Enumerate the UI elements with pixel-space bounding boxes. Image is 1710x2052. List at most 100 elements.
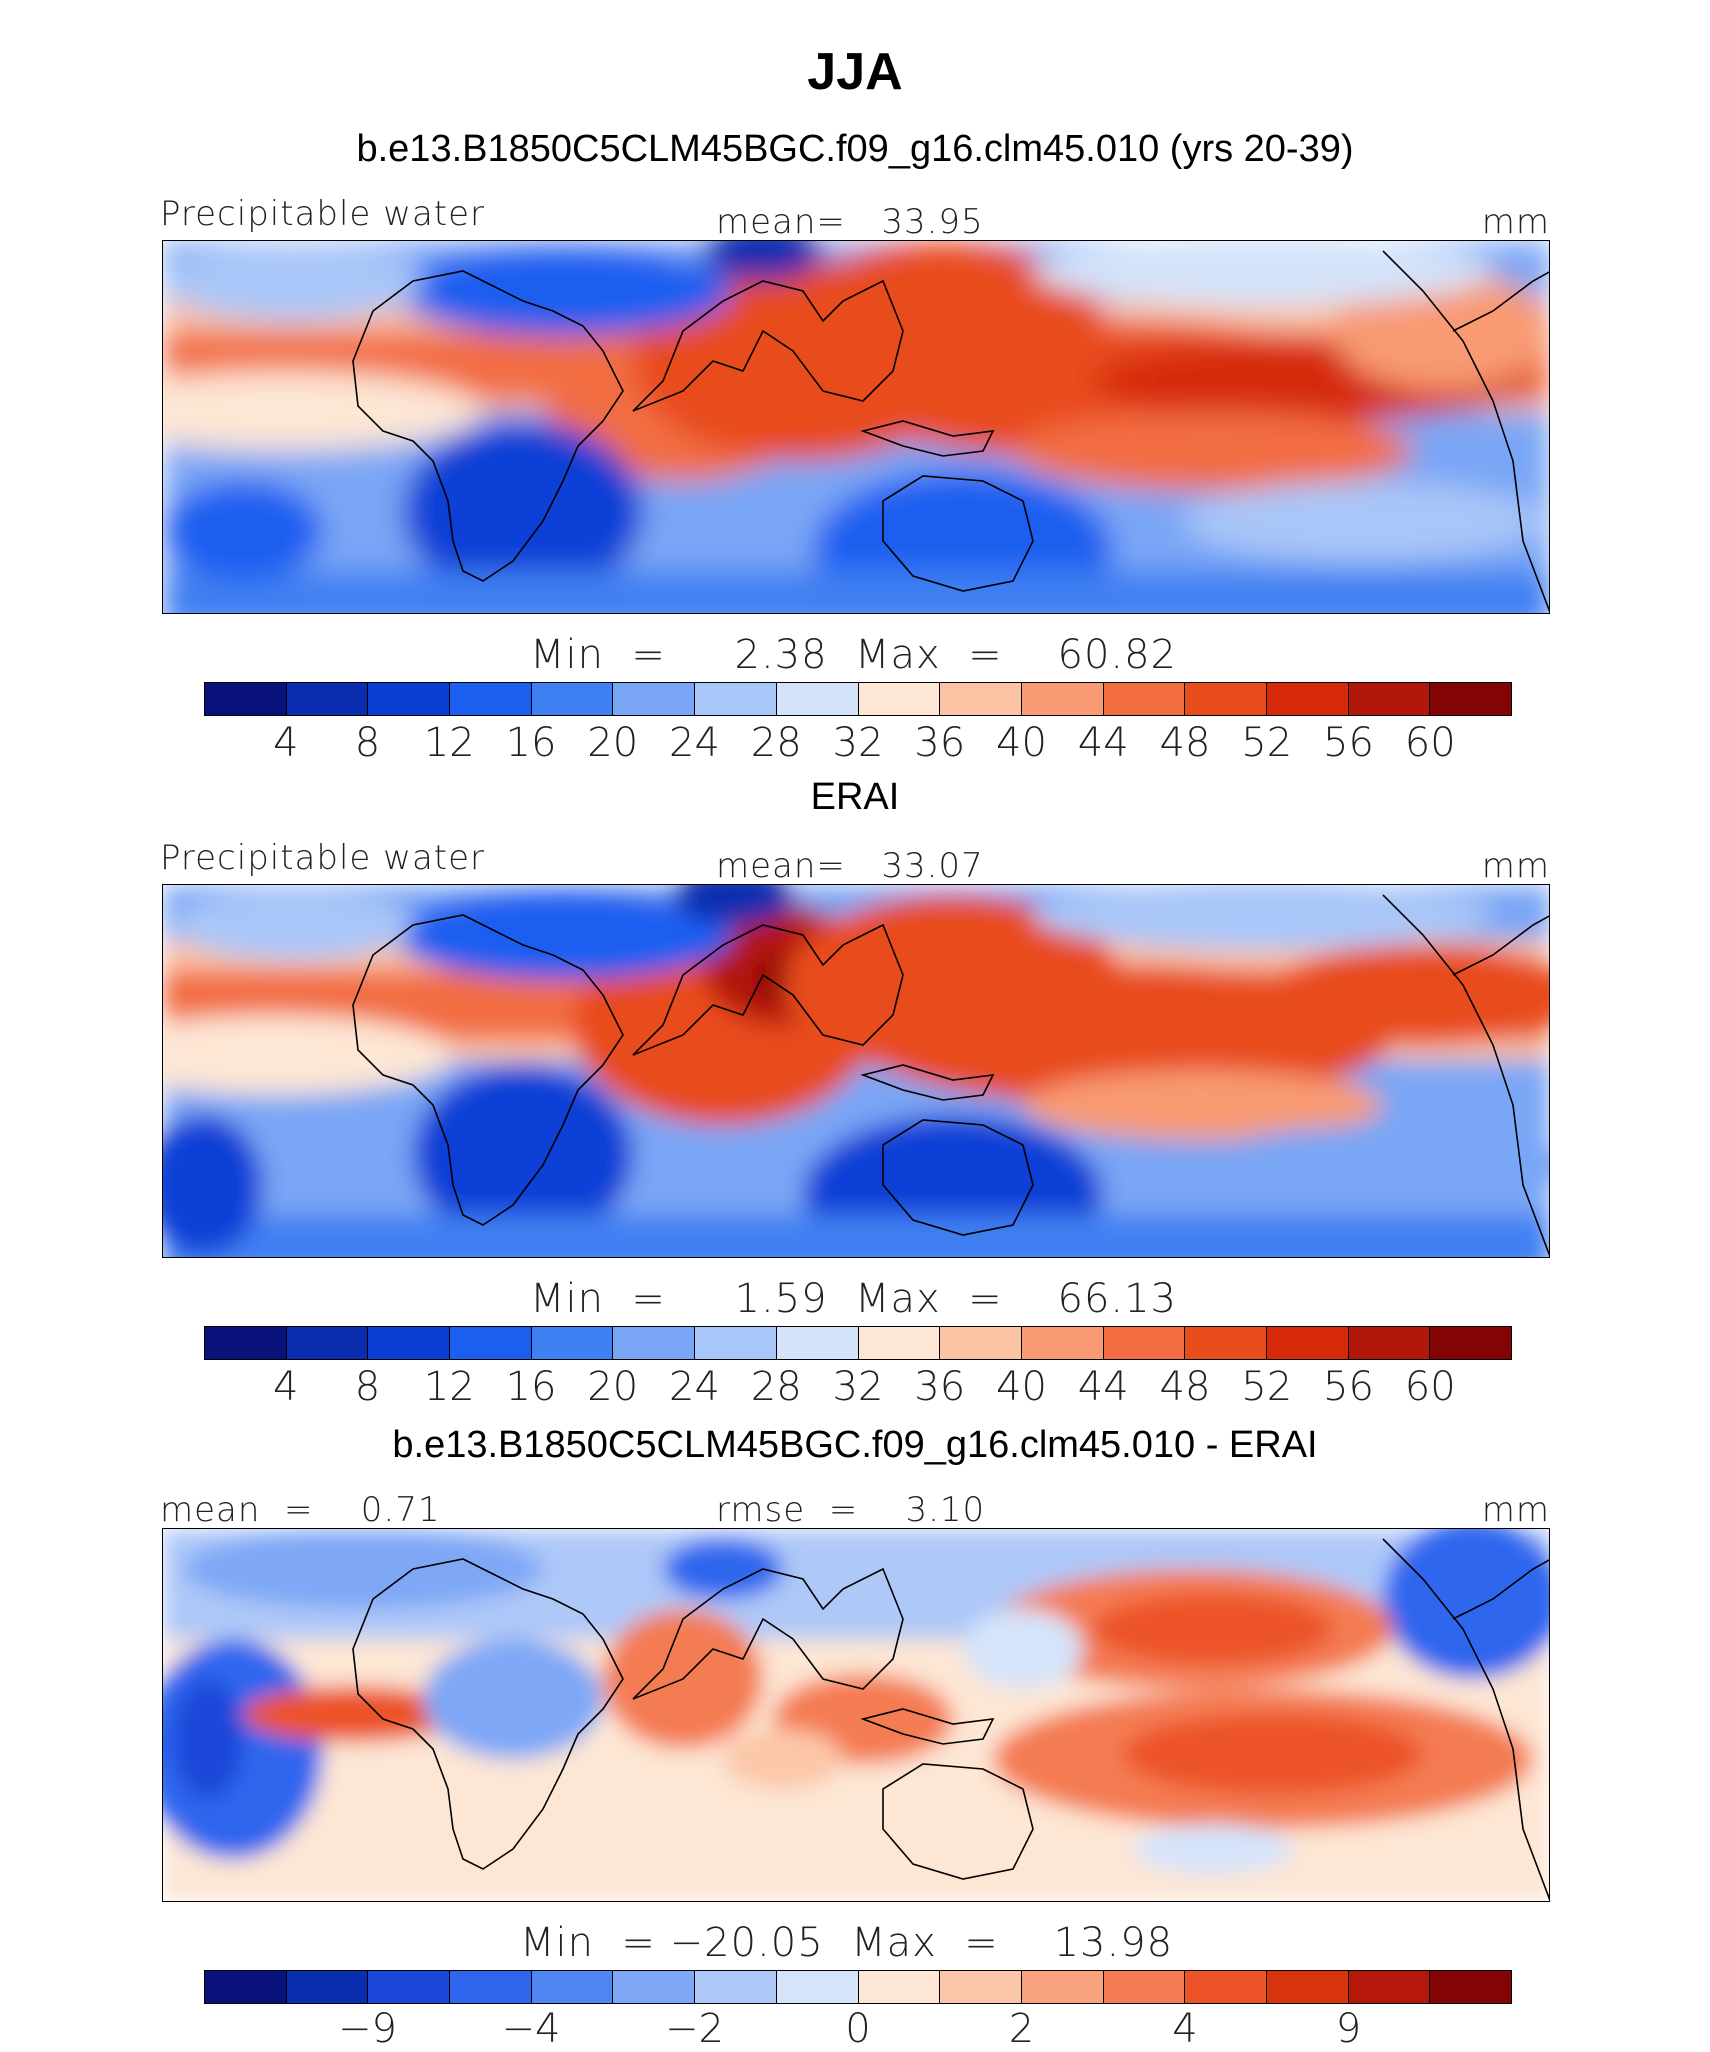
colorbar-swatch [1348,1971,1431,2003]
panel-2-case-title: ERAI [810,776,900,818]
colorbar-swatch [858,683,941,715]
colorbar-tick-label: 9 [1335,2006,1362,2052]
colorbar-swatch [1103,683,1186,715]
colorbar-tick-label: 52 [1241,1364,1293,1410]
colorbar-tick-label: 4 [273,720,299,766]
colorbar-swatch [858,1971,941,2003]
colorbar-swatch [531,1327,614,1359]
colorbar-tick-label: 32 [832,720,884,766]
colorbar-tick-label: 60 [1404,1364,1456,1410]
colorbar-tick-label: 44 [1077,1364,1129,1410]
colorbar-tick-label: 2 [1008,2006,1035,2052]
panel-1-variable-label: Precipitable water [160,194,486,234]
colorbar-tick-label: 36 [914,720,966,766]
colorbar-tick-label: 8 [354,720,381,766]
colorbar-tick-label: 28 [750,1364,802,1410]
colorbar-swatch [1185,683,1267,715]
panel-1-units-label: mm [1481,202,1550,242]
colorbar-swatch [776,1327,859,1359]
colorbar-swatch [940,683,1022,715]
colorbar-swatch [613,1327,696,1359]
colorbar-swatch [1021,1327,1104,1359]
colorbar-tick-label: 12 [423,1364,475,1410]
colorbar-swatch [1266,1971,1349,2003]
colorbar-swatch [613,683,696,715]
colorbar-swatch [205,1327,287,1359]
colorbar-swatch [531,683,614,715]
colorbar-swatch [450,683,532,715]
panel-2-units-label: mm [1481,846,1550,886]
colorbar-swatch [1348,683,1431,715]
colorbar-swatch [1185,1327,1267,1359]
colorbar-tick-label: 4 [273,1364,299,1410]
colorbar-swatch [940,1971,1022,2003]
panel-2-field [163,885,1549,1257]
colorbar-swatch [1266,1327,1349,1359]
colorbar-swatch [1185,1971,1267,2003]
colorbar-swatch [286,1971,369,2003]
colorbar-swatch [1103,1971,1186,2003]
colorbar-tick-label: 40 [996,720,1047,766]
colorbar-tick-label: −4 [501,2006,561,2052]
panel-2-map [162,884,1550,1258]
colorbar-tick-label: 44 [1077,720,1129,766]
colorbar-swatch [368,1327,451,1359]
colorbar-tick-label: 40 [996,1364,1047,1410]
colorbar-tick-label: 48 [1159,1364,1211,1410]
colorbar-swatch [450,1971,532,2003]
colorbar-tick-label: 60 [1404,720,1456,766]
colorbar-tick-label: −2 [665,2006,724,2052]
colorbar-swatch [1266,683,1349,715]
colorbar-tick-label: 32 [832,1364,884,1410]
colorbar-swatch [368,683,451,715]
colorbar-tick-label: 20 [587,720,639,766]
panel-1-colorbar [204,682,1512,716]
panel-3-rmse-label: rmse = 3.10 [716,1490,986,1530]
panel-2-colorbar-ticks: 4 8 12 16 20 24 28 32 36 40 44 48 52 56 60 [204,1362,1512,1412]
colorbar-swatch [205,1971,287,2003]
colorbar-tick-label: −9 [338,2006,397,2052]
panel-3-mean-label: mean = 0.71 [160,1490,441,1530]
colorbar-tick-label: 36 [914,1364,966,1410]
colorbar-swatch [286,1327,369,1359]
colorbar-tick-label: 20 [587,1364,639,1410]
colorbar-tick-label: 28 [750,720,802,766]
colorbar-swatch [286,683,369,715]
colorbar-swatch [531,1971,614,2003]
panel-1-mean-label: mean= 33.95 [716,202,984,242]
colorbar-swatch [940,1327,1022,1359]
panel-2-colorbar [204,1326,1512,1360]
panel-3-units-label: mm [1481,1490,1550,1530]
colorbar-swatch [1430,683,1511,715]
panel-3-colorbar-ticks: −9 −4 −2 0 2 4 9 [204,2004,1512,2052]
colorbar-swatch [858,1327,941,1359]
colorbar-tick-label: 56 [1323,720,1374,766]
panel-1-coastlines [352,250,1549,612]
panel-2-mean-label: mean= 33.07 [716,846,984,886]
panel-3-field [163,1529,1549,1901]
colorbar-swatch [450,1327,532,1359]
colorbar-tick-label: 24 [669,1364,720,1410]
colorbar-tick-label: 52 [1241,720,1293,766]
colorbar-tick-label: 12 [423,720,475,766]
colorbar-swatch [1430,1327,1511,1359]
colorbar-swatch [1348,1327,1431,1359]
colorbar-tick-label: 16 [505,720,557,766]
colorbar-swatch [776,1971,859,2003]
colorbar-swatch [695,1327,777,1359]
colorbar-tick-label: 4 [1172,2006,1198,2052]
panel-2-minmax: Min = 1.59 Max = 66.13 [530,1276,1177,1322]
panel-1-minmax: Min = 2.38 Max = 60.82 [530,632,1177,678]
colorbar-swatch [1021,683,1104,715]
panel-3-coastlines [352,1538,1549,1900]
panel-1-colorbar-ticks: 4 8 12 16 20 24 28 32 36 40 44 48 52 56 60 [204,718,1512,768]
panel-2-variable-label: Precipitable water [160,838,486,878]
colorbar-swatch [1021,1971,1104,2003]
panel-2-coastlines [352,894,1549,1256]
panel-3-map [162,1528,1550,1902]
colorbar-swatch [205,683,287,715]
figure-title: JJA [807,43,903,101]
colorbar-swatch [1430,1971,1511,2003]
panel-1-field [163,241,1549,613]
colorbar-tick-label: 16 [505,1364,557,1410]
